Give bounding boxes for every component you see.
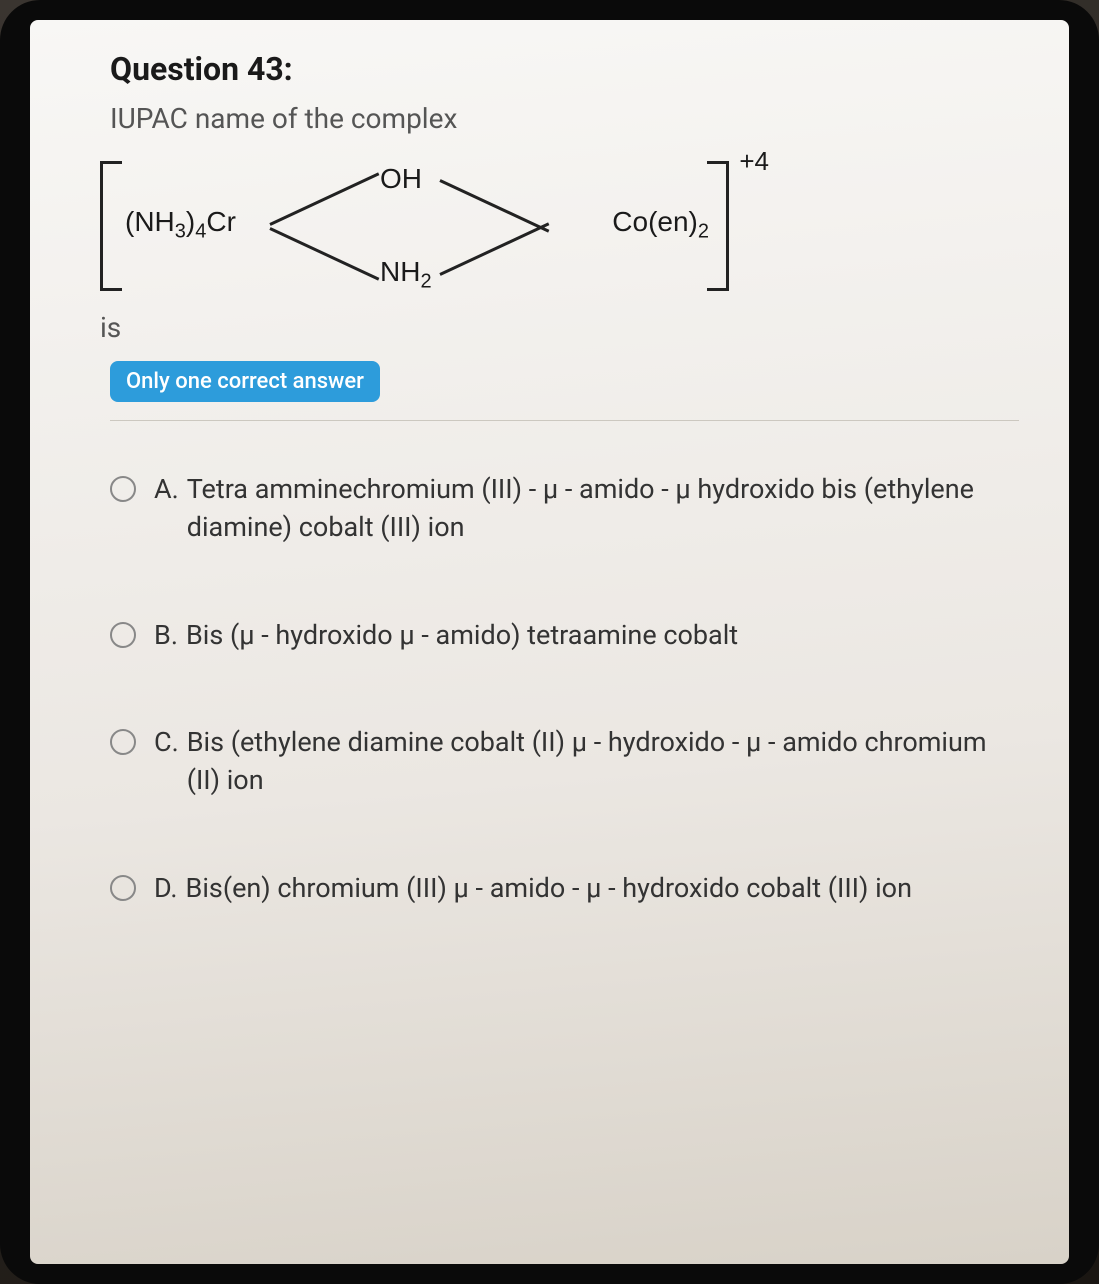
option-letter: C. (154, 724, 179, 762)
chemical-structure: (NH3)4Cr OH NH2 Co(en)2 +4 is (100, 151, 1019, 321)
bond-line (269, 227, 379, 280)
option-c[interactable]: C. Bis (ethylene diamine cobalt (II) μ -… (110, 724, 1019, 800)
bond-line (439, 179, 549, 232)
option-letter: A. (154, 471, 179, 509)
chem-right-group: Co(en)2 (612, 206, 709, 244)
options-list: A. Tetra amminechromium (III) - μ - amid… (110, 471, 1019, 908)
bond-line (269, 172, 379, 225)
option-content: Bis (ethylene diamine cobalt (II) μ - hy… (187, 724, 1019, 800)
option-content: Tetra amminechromium (III) - μ - amido -… (187, 471, 1019, 547)
option-text: D. Bis(en) chromium (III) μ - amido - μ … (154, 870, 912, 908)
radio-icon[interactable] (110, 476, 136, 502)
radio-icon[interactable] (110, 729, 136, 755)
option-d[interactable]: D. Bis(en) chromium (III) μ - amido - μ … (110, 870, 1019, 908)
question-title: Question 43: (110, 50, 1019, 88)
option-a[interactable]: A. Tetra amminechromium (III) - μ - amid… (110, 471, 1019, 547)
option-content: Bis(en) chromium (III) μ - amido - μ - h… (186, 870, 913, 908)
bracket-right (707, 161, 729, 291)
option-b[interactable]: B. Bis (μ - hydroxido μ - amido) tetraam… (110, 617, 1019, 655)
question-prompt: IUPAC name of the complex (110, 102, 1019, 135)
radio-icon[interactable] (110, 875, 136, 901)
phone-frame: Question 43: IUPAC name of the complex (… (0, 0, 1099, 1284)
bond-line (439, 222, 549, 275)
option-letter: B. (154, 617, 178, 655)
option-text: A. Tetra amminechromium (III) - μ - amid… (154, 471, 1019, 547)
chem-bottom-bridge: NH2 (380, 256, 432, 294)
divider (110, 420, 1019, 421)
chem-left-group: (NH3)4Cr (125, 206, 236, 244)
chem-top-bridge: OH (380, 163, 422, 195)
radio-icon[interactable] (110, 622, 136, 648)
option-text: C. Bis (ethylene diamine cobalt (II) μ -… (154, 724, 1019, 800)
bracket-left (100, 161, 122, 291)
option-text: B. Bis (μ - hydroxido μ - amido) tetraam… (154, 617, 738, 655)
chem-charge: +4 (739, 146, 769, 177)
quiz-screen: Question 43: IUPAC name of the complex (… (30, 20, 1069, 1264)
is-text: is (100, 311, 121, 344)
option-content: Bis (μ - hydroxido μ - amido) tetraamine… (186, 617, 738, 655)
answer-type-badge: Only one correct answer (110, 361, 380, 402)
option-letter: D. (154, 870, 178, 908)
